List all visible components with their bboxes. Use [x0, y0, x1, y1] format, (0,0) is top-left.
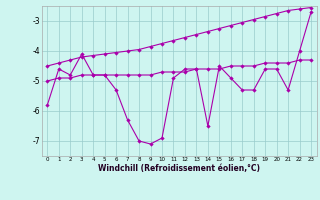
X-axis label: Windchill (Refroidissement éolien,°C): Windchill (Refroidissement éolien,°C)	[98, 164, 260, 173]
